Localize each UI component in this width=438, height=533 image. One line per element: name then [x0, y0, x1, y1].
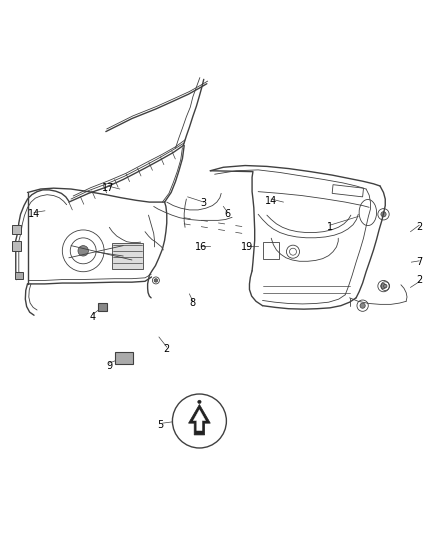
Circle shape [360, 303, 365, 308]
Text: 5: 5 [157, 421, 163, 430]
Text: 7: 7 [416, 257, 422, 267]
Polygon shape [193, 410, 205, 431]
Polygon shape [98, 303, 107, 311]
Polygon shape [15, 272, 23, 279]
Text: 19: 19 [241, 242, 254, 252]
Polygon shape [113, 243, 143, 269]
Circle shape [173, 394, 226, 448]
Text: 4: 4 [90, 312, 96, 321]
Text: 17: 17 [102, 183, 114, 193]
Circle shape [154, 279, 158, 282]
Circle shape [198, 400, 201, 403]
Text: 2: 2 [416, 274, 422, 285]
Text: 14: 14 [265, 196, 277, 206]
Text: 9: 9 [106, 361, 113, 371]
Text: 6: 6 [225, 209, 231, 219]
Polygon shape [12, 241, 21, 251]
Text: 8: 8 [190, 298, 196, 309]
Circle shape [381, 212, 386, 217]
Text: 16: 16 [194, 242, 207, 252]
Circle shape [78, 246, 88, 256]
Text: 2: 2 [416, 222, 422, 232]
Polygon shape [116, 352, 133, 364]
Circle shape [384, 284, 387, 288]
Polygon shape [12, 225, 21, 234]
Text: 2: 2 [164, 344, 170, 354]
Text: 14: 14 [28, 209, 40, 219]
Text: 3: 3 [201, 198, 207, 208]
Polygon shape [188, 405, 210, 435]
Circle shape [381, 284, 386, 289]
Text: 1: 1 [327, 222, 333, 232]
